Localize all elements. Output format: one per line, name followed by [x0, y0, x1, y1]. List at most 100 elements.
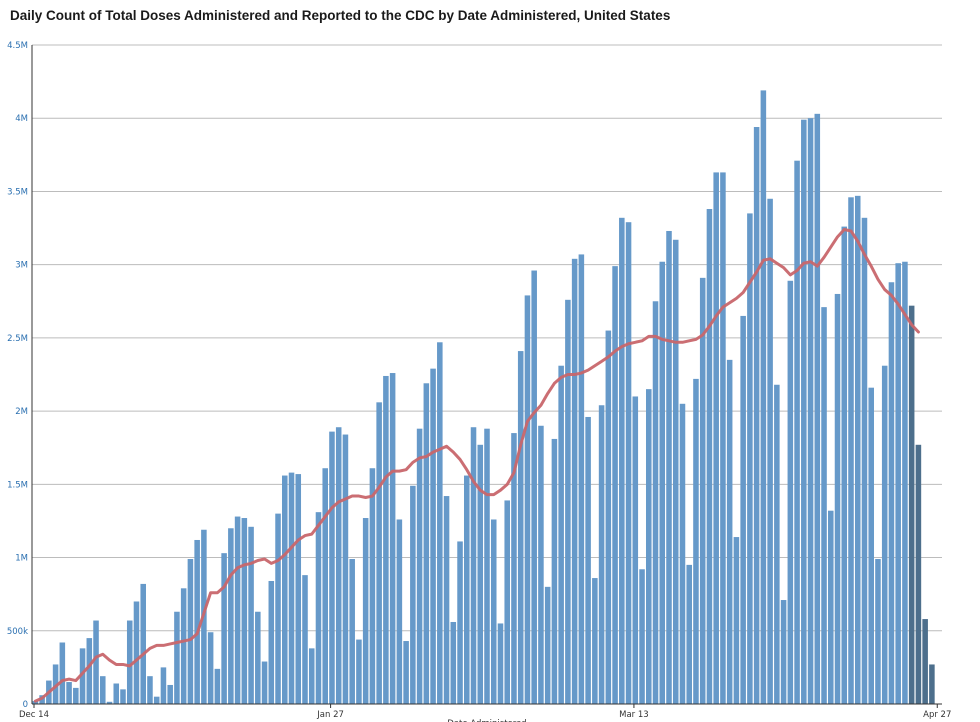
bar — [902, 261, 908, 704]
bar — [100, 676, 106, 704]
bar — [706, 209, 713, 705]
bar — [180, 588, 187, 704]
bar — [693, 378, 699, 704]
bar — [517, 351, 524, 704]
bar — [888, 282, 895, 704]
bar — [295, 474, 302, 704]
bar — [774, 384, 780, 704]
bar — [362, 518, 369, 704]
bar — [464, 475, 470, 704]
bar — [713, 172, 719, 704]
y-tick-label: 1M — [15, 554, 28, 564]
bar — [423, 383, 430, 704]
bar — [437, 342, 443, 704]
y-tick-label: 3.5M — [7, 187, 28, 197]
bar — [389, 373, 396, 704]
bar — [52, 664, 59, 704]
bar — [322, 468, 328, 704]
bar — [672, 239, 679, 704]
y-tick-label: 500k — [7, 627, 28, 637]
bar — [801, 119, 807, 705]
bar — [106, 701, 113, 704]
bar — [275, 513, 281, 704]
chart-title: Daily Count of Total Doses Administered … — [10, 8, 671, 23]
bar — [551, 438, 558, 704]
bar — [841, 226, 848, 704]
bar — [679, 403, 686, 704]
x-tick-label: Apr 27 — [923, 710, 951, 720]
bar — [895, 263, 901, 704]
bar — [585, 416, 591, 704]
y-tick-label: 4M — [15, 114, 28, 124]
bar — [302, 575, 308, 704]
bar — [767, 198, 773, 704]
bar — [335, 427, 342, 704]
bar — [416, 428, 423, 704]
bar — [504, 500, 510, 704]
bar — [396, 519, 403, 704]
bar — [497, 623, 504, 704]
bar — [248, 526, 254, 704]
bar — [571, 258, 578, 704]
x-axis: Dec 14 Jan 27 Mar 13 Apr 27 Date Administere… — [19, 703, 951, 722]
bar — [255, 611, 261, 704]
bar-series — [32, 90, 935, 705]
bar — [699, 277, 706, 704]
bar — [787, 280, 794, 704]
bar — [740, 315, 746, 704]
y-tick-label: 2M — [15, 407, 28, 417]
bar — [747, 213, 753, 704]
bar — [544, 586, 551, 704]
bar — [282, 475, 288, 704]
bar — [187, 559, 194, 704]
bar — [268, 580, 275, 704]
bar — [315, 512, 322, 704]
bar — [558, 365, 564, 704]
bar — [524, 295, 531, 704]
bar — [868, 387, 874, 704]
bar — [753, 127, 760, 704]
bar — [93, 620, 99, 704]
bar — [403, 641, 409, 704]
bar — [383, 375, 389, 704]
bar — [140, 583, 146, 704]
bar — [686, 564, 692, 704]
bar — [113, 683, 120, 704]
bar — [807, 118, 814, 704]
bar — [720, 172, 726, 704]
bar — [79, 648, 86, 704]
bar — [153, 696, 160, 704]
bar — [659, 261, 666, 704]
bar — [612, 266, 618, 704]
bar — [174, 611, 180, 704]
bar — [430, 368, 436, 704]
bar — [848, 197, 854, 704]
bar — [66, 682, 72, 704]
bar — [194, 539, 200, 704]
bar — [828, 510, 834, 704]
bar — [126, 620, 133, 704]
bar — [369, 468, 376, 704]
bar — [834, 293, 841, 704]
bar — [477, 444, 484, 704]
bar — [922, 619, 928, 704]
x-tick-label: Mar 13 — [619, 710, 649, 720]
bar — [861, 217, 868, 704]
x-axis-title: Date Administered — [447, 719, 526, 722]
bar — [234, 516, 241, 704]
bar — [652, 301, 659, 704]
bar — [814, 113, 821, 705]
bar — [854, 195, 861, 705]
bar — [261, 661, 268, 704]
bar — [376, 402, 382, 704]
bar — [160, 667, 167, 704]
bar — [619, 217, 625, 704]
bar — [632, 396, 639, 704]
bar — [59, 642, 66, 704]
bar — [308, 648, 315, 704]
bar — [329, 431, 335, 704]
bar — [511, 433, 517, 704]
bar — [821, 307, 827, 704]
bar — [908, 305, 915, 704]
